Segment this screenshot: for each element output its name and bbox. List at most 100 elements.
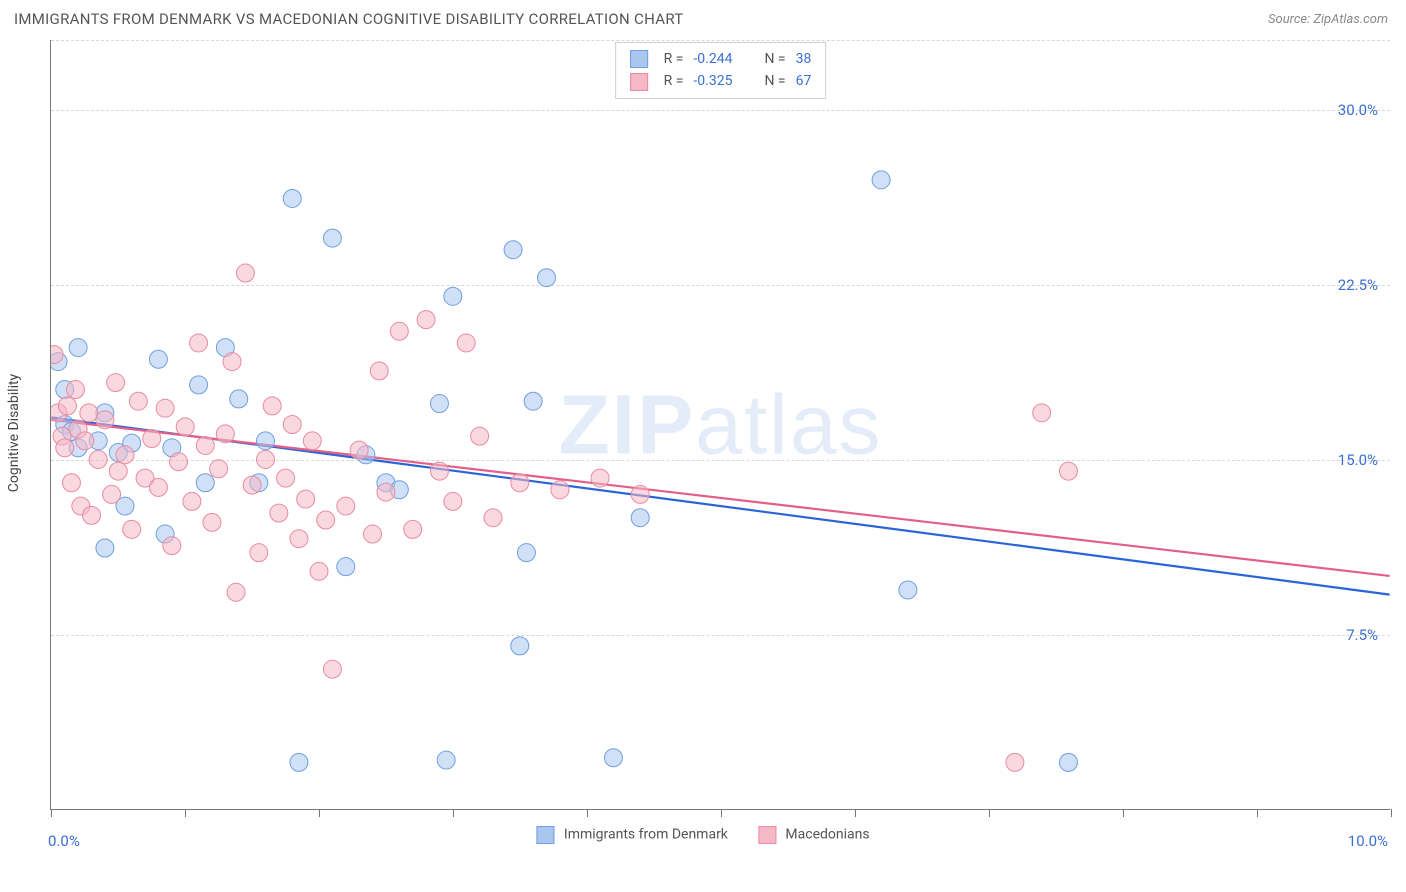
point-macedonia xyxy=(149,478,167,496)
point-macedonia xyxy=(66,381,84,399)
point-macedonia xyxy=(297,490,315,508)
point-denmark xyxy=(190,376,208,394)
x-tick xyxy=(51,809,52,817)
point-macedonia xyxy=(183,492,201,510)
point-macedonia xyxy=(210,460,228,478)
point-denmark xyxy=(283,189,301,207)
point-macedonia xyxy=(377,483,395,501)
point-macedonia xyxy=(484,509,502,527)
header: IMMIGRANTS FROM DENMARK VS MACEDONIAN CO… xyxy=(0,0,1406,38)
point-denmark xyxy=(257,432,275,450)
point-macedonia xyxy=(96,411,114,429)
x-tick xyxy=(453,809,454,817)
point-denmark xyxy=(1059,753,1077,771)
x-tick xyxy=(185,809,186,817)
point-macedonia xyxy=(176,418,194,436)
point-denmark xyxy=(430,395,448,413)
point-macedonia xyxy=(277,469,295,487)
point-macedonia xyxy=(223,353,241,371)
point-macedonia xyxy=(1033,404,1051,422)
point-macedonia xyxy=(80,404,98,422)
point-macedonia xyxy=(56,439,74,457)
point-macedonia xyxy=(156,399,174,417)
point-macedonia xyxy=(591,469,609,487)
x-tick xyxy=(319,809,320,817)
legend-row-macedonia: R = -0.325 N = 67 xyxy=(630,70,812,92)
point-denmark xyxy=(899,581,917,599)
point-macedonia xyxy=(250,544,268,562)
point-macedonia xyxy=(203,513,221,531)
point-macedonia xyxy=(129,392,147,410)
chart-plot-area: ZIPatlas R = -0.244 N = 38 R = -0.325 N … xyxy=(50,40,1390,810)
point-denmark xyxy=(196,474,214,492)
point-macedonia xyxy=(364,525,382,543)
point-macedonia xyxy=(123,520,141,538)
point-macedonia xyxy=(370,362,388,380)
point-macedonia xyxy=(511,474,529,492)
x-tick xyxy=(855,809,856,817)
swatch-denmark xyxy=(536,826,554,844)
point-denmark xyxy=(69,339,87,357)
point-macedonia xyxy=(196,436,214,454)
point-denmark xyxy=(524,392,542,410)
point-macedonia xyxy=(290,530,308,548)
point-denmark xyxy=(337,558,355,576)
point-macedonia xyxy=(103,485,121,503)
point-denmark xyxy=(538,269,556,287)
point-denmark xyxy=(872,171,890,189)
point-macedonia xyxy=(107,374,125,392)
point-macedonia xyxy=(417,311,435,329)
swatch-denmark xyxy=(630,50,648,68)
point-macedonia xyxy=(323,660,341,678)
point-denmark xyxy=(96,539,114,557)
x-tick-0: 0.0% xyxy=(48,832,80,850)
x-tick-10: 10.0% xyxy=(1348,832,1388,850)
point-denmark xyxy=(437,751,455,769)
point-denmark xyxy=(290,753,308,771)
point-denmark xyxy=(631,509,649,527)
legend-item-macedonia: Macedonians xyxy=(758,826,870,844)
point-macedonia xyxy=(263,397,281,415)
legend-row-denmark: R = -0.244 N = 38 xyxy=(630,48,812,70)
point-macedonia xyxy=(89,450,107,468)
point-macedonia xyxy=(350,441,368,459)
point-denmark xyxy=(323,229,341,247)
y-axis-label: Cognitive Disability xyxy=(6,374,22,492)
point-macedonia xyxy=(62,474,80,492)
point-denmark xyxy=(149,350,167,368)
point-macedonia xyxy=(390,322,408,340)
point-macedonia xyxy=(551,481,569,499)
point-macedonia xyxy=(116,446,134,464)
x-tick xyxy=(1391,809,1392,817)
point-macedonia xyxy=(303,432,321,450)
point-macedonia xyxy=(227,583,245,601)
point-macedonia xyxy=(190,334,208,352)
x-tick xyxy=(1123,809,1124,817)
point-macedonia xyxy=(1006,753,1024,771)
point-macedonia xyxy=(257,450,275,468)
x-tick xyxy=(1257,809,1258,817)
point-macedonia xyxy=(236,264,254,282)
point-macedonia xyxy=(216,425,234,443)
point-macedonia xyxy=(83,506,101,524)
point-denmark xyxy=(604,749,622,767)
swatch-macedonia xyxy=(758,826,776,844)
correlation-legend: R = -0.244 N = 38 R = -0.325 N = 67 xyxy=(615,42,827,99)
point-macedonia xyxy=(631,485,649,503)
point-denmark xyxy=(517,544,535,562)
point-macedonia xyxy=(163,537,181,555)
point-macedonia xyxy=(270,504,288,522)
point-macedonia xyxy=(444,492,462,510)
point-macedonia xyxy=(317,511,335,529)
point-macedonia xyxy=(58,397,76,415)
point-macedonia xyxy=(404,520,422,538)
point-macedonia xyxy=(283,416,301,434)
x-tick xyxy=(587,809,588,817)
point-denmark xyxy=(444,287,462,305)
point-macedonia xyxy=(109,462,127,480)
x-tick xyxy=(721,809,722,817)
point-denmark xyxy=(504,241,522,259)
point-denmark xyxy=(511,637,529,655)
point-macedonia xyxy=(170,453,188,471)
point-macedonia xyxy=(471,427,489,445)
